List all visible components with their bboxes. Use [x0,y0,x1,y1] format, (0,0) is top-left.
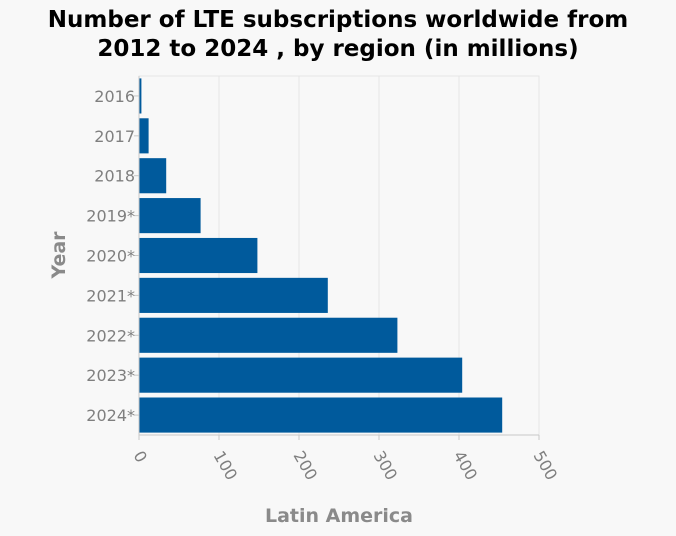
chart-title-line-2: 2012 to 2024 , by region (in millions) [97,36,579,62]
chart-title: Number of LTE subscriptions worldwide fr… [0,6,676,64]
y-tick-label: 2019* [86,207,135,226]
bar-2022-forecast [139,317,398,353]
y-tick-label: 2022* [86,326,135,345]
x-tick-label: 500 [530,448,562,484]
y-tick-label: 2017 [94,127,135,146]
y-axis-title: Year [48,231,70,280]
y-tick-label: 2021* [86,286,135,305]
x-tick-label: 100 [210,448,242,484]
bar-2017 [139,118,149,154]
x-tick-label: 300 [370,448,402,484]
y-tick-label: 2023* [86,366,135,385]
bar-2018 [139,158,167,194]
x-tick-label: 400 [450,448,482,484]
chart-title-line-1: Number of LTE subscriptions worldwide fr… [47,7,629,33]
y-tick-label: 2018 [94,167,135,186]
bar-2024-forecast [139,397,503,433]
bar-2021-forecast [139,277,328,313]
bar-2020-forecast [139,237,258,274]
bar-2016 [139,78,142,114]
x-tick-label: 0 [130,448,152,466]
bar-2023-forecast [139,357,463,393]
bar-2019-forecast [139,198,201,234]
x-axis-title: Latin America [265,505,413,527]
y-tick-label: 2024* [86,406,135,425]
x-tick-label: 200 [290,448,322,484]
y-tick-label: 2016 [94,87,135,106]
y-tick-label: 2020* [86,247,135,266]
